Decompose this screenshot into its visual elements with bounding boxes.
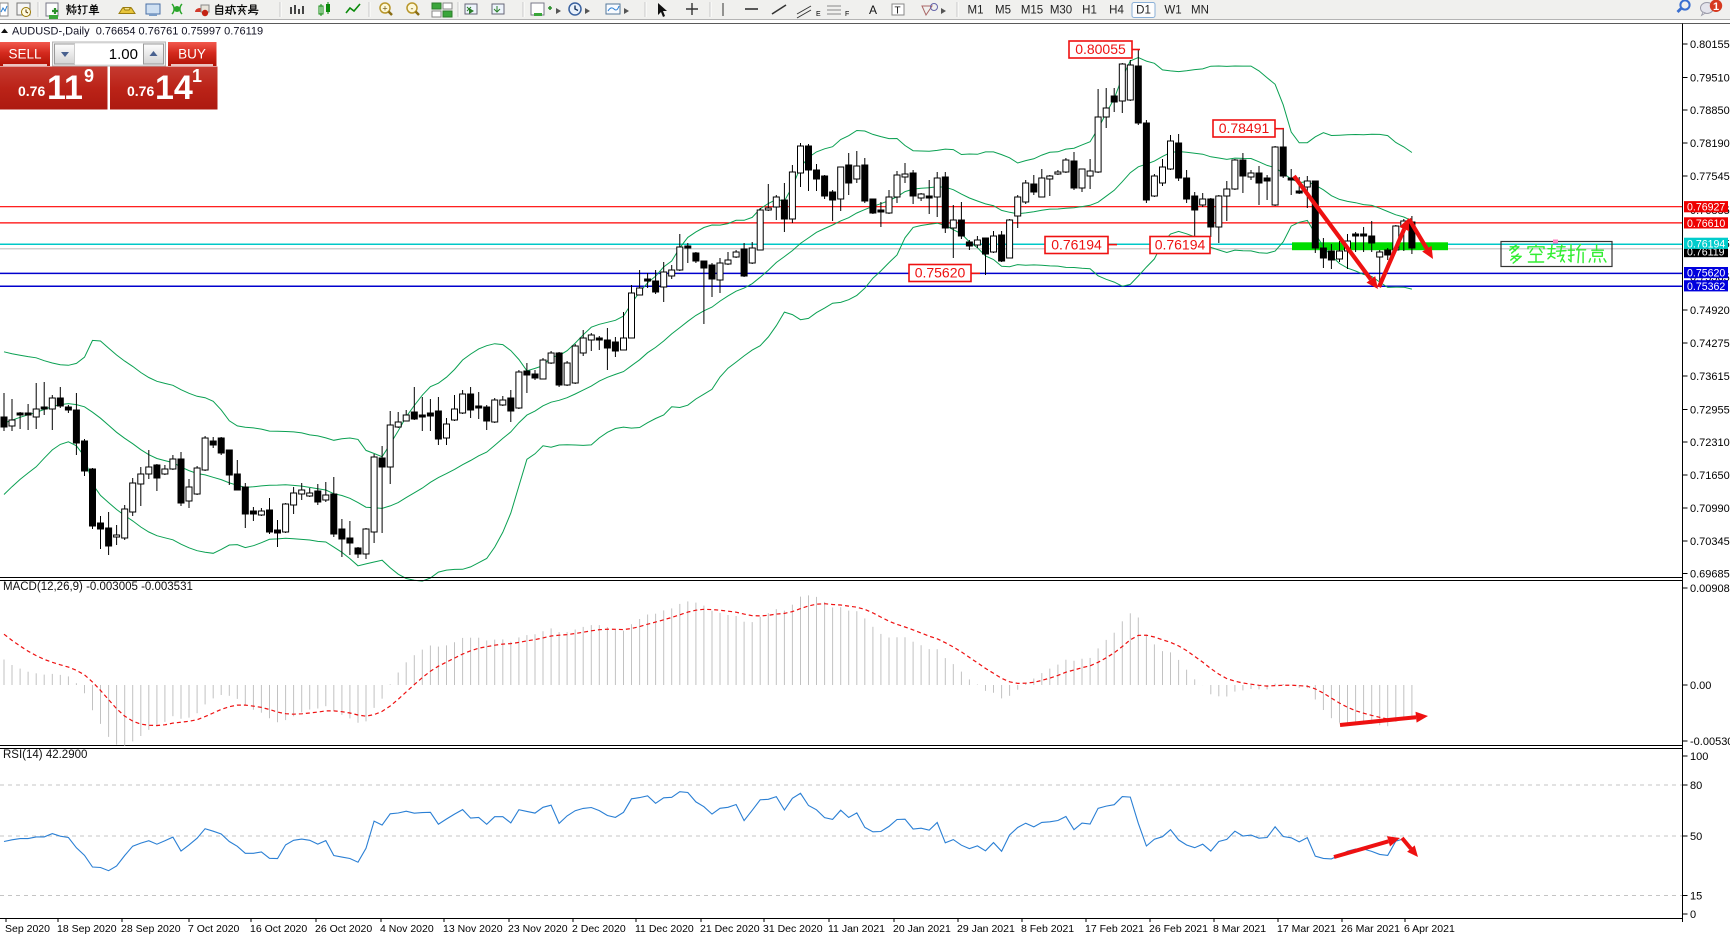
svg-text:17 Feb 2021: 17 Feb 2021 <box>1085 923 1144 935</box>
svg-text:0.78190: 0.78190 <box>1690 138 1730 150</box>
svg-text:14: 14 <box>155 69 193 107</box>
svg-text:0.74275: 0.74275 <box>1690 338 1730 350</box>
svg-text:0: 0 <box>1690 909 1696 921</box>
svg-text:RSI(14) 42.2900: RSI(14) 42.2900 <box>3 749 87 761</box>
svg-text:1.00: 1.00 <box>109 46 138 63</box>
svg-text:11: 11 <box>47 69 83 107</box>
svg-text:M5: M5 <box>995 5 1011 17</box>
svg-text:1: 1 <box>192 66 202 86</box>
svg-text:0.76119: 0.76119 <box>1687 247 1725 259</box>
svg-text:E: E <box>816 11 821 18</box>
svg-text:4 Nov 2020: 4 Nov 2020 <box>380 923 434 935</box>
svg-text:8 Mar 2021: 8 Mar 2021 <box>1213 923 1266 935</box>
svg-text:0.76610: 0.76610 <box>1687 218 1725 230</box>
svg-text:0.79510: 0.79510 <box>1690 73 1730 85</box>
svg-text:13 Nov 2020: 13 Nov 2020 <box>443 923 503 935</box>
svg-text:0.72955: 0.72955 <box>1690 405 1730 417</box>
svg-text:0.77545: 0.77545 <box>1690 171 1730 183</box>
svg-text:50: 50 <box>1690 831 1702 843</box>
svg-text:H4: H4 <box>1109 5 1124 17</box>
svg-text:0.78850: 0.78850 <box>1690 105 1730 117</box>
svg-text:Sep 2020: Sep 2020 <box>5 923 50 935</box>
svg-text:0.00: 0.00 <box>1690 680 1711 692</box>
svg-text:0.76194: 0.76194 <box>1155 237 1206 253</box>
svg-text:0.78491: 0.78491 <box>1219 120 1270 136</box>
svg-text:M1: M1 <box>968 5 984 17</box>
svg-text:21 Dec 2020: 21 Dec 2020 <box>700 923 760 935</box>
svg-text:0.75620: 0.75620 <box>915 265 966 281</box>
svg-text:0.009081: 0.009081 <box>1690 583 1730 595</box>
svg-text:0.76194: 0.76194 <box>1051 237 1102 253</box>
svg-text:F: F <box>845 11 849 18</box>
svg-text:11 Dec 2020: 11 Dec 2020 <box>635 923 694 935</box>
svg-text:17 Mar 2021: 17 Mar 2021 <box>1277 923 1336 935</box>
svg-text:0.74920: 0.74920 <box>1690 305 1730 317</box>
svg-text:31 Dec 2020: 31 Dec 2020 <box>763 923 823 935</box>
svg-text:SELL: SELL <box>8 47 42 62</box>
svg-text:80: 80 <box>1690 780 1702 792</box>
svg-text:0.76: 0.76 <box>18 83 45 99</box>
svg-text:0.70345: 0.70345 <box>1690 536 1730 548</box>
svg-text:11 Jan 2021: 11 Jan 2021 <box>828 923 885 935</box>
svg-text:+: + <box>382 4 387 14</box>
svg-text:7 Oct 2020: 7 Oct 2020 <box>188 923 240 935</box>
svg-text:0.75362: 0.75362 <box>1687 281 1725 293</box>
svg-text:0.72310: 0.72310 <box>1690 437 1730 449</box>
svg-text:2 Dec 2020: 2 Dec 2020 <box>572 923 626 935</box>
svg-text:0.80055: 0.80055 <box>1075 41 1126 57</box>
svg-text:26 Mar 2021: 26 Mar 2021 <box>1341 923 1400 935</box>
svg-text:20 Jan 2021: 20 Jan 2021 <box>893 923 951 935</box>
svg-text:0.75620: 0.75620 <box>1687 268 1725 280</box>
svg-text:9: 9 <box>84 66 94 86</box>
svg-text:AUDUSD-,Daily 0.76654 0.76761: AUDUSD-,Daily 0.76654 0.76761 0.75997 0.… <box>12 26 263 38</box>
svg-text:M15: M15 <box>1021 5 1043 17</box>
svg-text:18 Sep 2020: 18 Sep 2020 <box>57 923 117 935</box>
svg-text:MN: MN <box>1191 5 1209 17</box>
svg-text:26 Feb 2021: 26 Feb 2021 <box>1149 923 1208 935</box>
svg-text:15: 15 <box>1690 891 1702 903</box>
svg-text:23 Nov 2020: 23 Nov 2020 <box>508 923 568 935</box>
svg-text:-0.005306: -0.005306 <box>1690 736 1730 748</box>
svg-text:1: 1 <box>1713 1 1719 13</box>
svg-text:MACD(12,26,9) -0.003005 -0.003: MACD(12,26,9) -0.003005 -0.003531 <box>3 581 193 593</box>
svg-text:D1: D1 <box>1136 5 1151 17</box>
svg-text:-: - <box>411 4 414 14</box>
svg-text:0.76927: 0.76927 <box>1687 202 1725 214</box>
svg-text:0.73615: 0.73615 <box>1690 371 1730 383</box>
svg-text:M30: M30 <box>1050 5 1072 17</box>
svg-text:T: T <box>895 6 901 17</box>
svg-text:0.71650: 0.71650 <box>1690 470 1730 482</box>
svg-text:0.70990: 0.70990 <box>1690 503 1730 515</box>
svg-text:29 Jan 2021: 29 Jan 2021 <box>957 923 1015 935</box>
svg-text:0.80155: 0.80155 <box>1690 39 1730 51</box>
svg-text:W1: W1 <box>1164 5 1181 17</box>
svg-text:H1: H1 <box>1082 5 1097 17</box>
svg-text:0.69685: 0.69685 <box>1690 569 1730 581</box>
svg-text:26 Oct 2020: 26 Oct 2020 <box>315 923 372 935</box>
svg-text:28 Sep 2020: 28 Sep 2020 <box>121 923 181 935</box>
svg-text:0.76: 0.76 <box>127 83 154 99</box>
svg-text:0.76194: 0.76194 <box>1687 238 1725 250</box>
svg-text:16 Oct 2020: 16 Oct 2020 <box>250 923 307 935</box>
svg-text:8 Feb 2021: 8 Feb 2021 <box>1021 923 1074 935</box>
svg-text:A: A <box>869 3 877 17</box>
svg-text:100: 100 <box>1690 751 1708 763</box>
svg-text:BUY: BUY <box>178 47 206 62</box>
svg-text:6 Apr 2021: 6 Apr 2021 <box>1404 923 1455 935</box>
